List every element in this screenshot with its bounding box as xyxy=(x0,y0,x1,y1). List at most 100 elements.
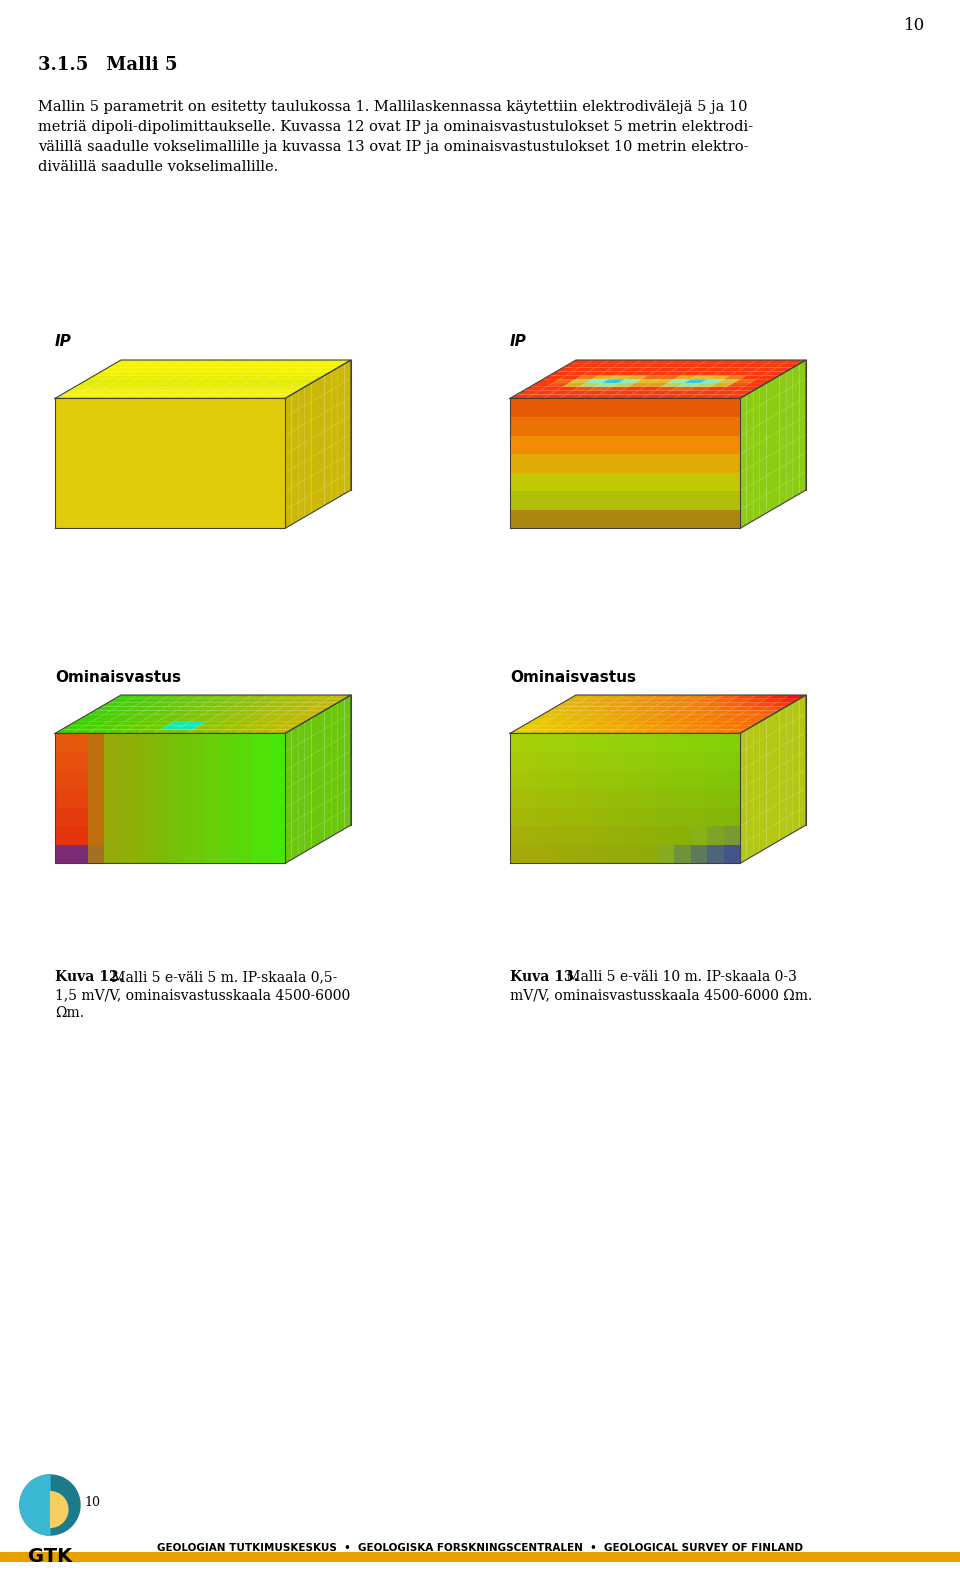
Polygon shape xyxy=(625,398,641,417)
Polygon shape xyxy=(318,450,324,472)
Polygon shape xyxy=(78,726,101,729)
Polygon shape xyxy=(322,363,345,368)
Polygon shape xyxy=(236,510,252,529)
Polygon shape xyxy=(560,729,583,733)
Polygon shape xyxy=(668,714,691,718)
Polygon shape xyxy=(786,478,793,502)
Polygon shape xyxy=(595,718,618,722)
Polygon shape xyxy=(800,434,806,456)
Polygon shape xyxy=(236,398,252,417)
Polygon shape xyxy=(246,695,269,699)
Polygon shape xyxy=(121,455,137,472)
Polygon shape xyxy=(186,510,203,529)
Polygon shape xyxy=(322,699,345,703)
Polygon shape xyxy=(328,695,351,699)
Polygon shape xyxy=(691,376,714,379)
Polygon shape xyxy=(708,845,724,864)
Polygon shape xyxy=(345,434,351,456)
Polygon shape xyxy=(690,436,708,455)
Polygon shape xyxy=(226,390,249,395)
Polygon shape xyxy=(710,384,733,387)
Polygon shape xyxy=(609,436,625,455)
Polygon shape xyxy=(510,729,533,733)
Polygon shape xyxy=(780,371,786,393)
Wedge shape xyxy=(50,1491,68,1528)
Polygon shape xyxy=(55,808,71,826)
Polygon shape xyxy=(523,722,546,726)
Polygon shape xyxy=(338,401,345,423)
Polygon shape xyxy=(675,376,698,379)
Polygon shape xyxy=(183,703,206,706)
Polygon shape xyxy=(285,469,292,491)
Polygon shape xyxy=(786,722,793,744)
Polygon shape xyxy=(674,398,690,417)
Text: mV/V, ominaisvastusskaala 4500-6000 Ωm.: mV/V, ominaisvastusskaala 4500-6000 Ωm. xyxy=(510,988,812,1003)
Polygon shape xyxy=(542,436,560,455)
Polygon shape xyxy=(661,363,684,368)
Polygon shape xyxy=(200,722,223,726)
Polygon shape xyxy=(299,406,305,428)
Polygon shape xyxy=(760,699,783,703)
Polygon shape xyxy=(641,376,664,379)
Polygon shape xyxy=(154,733,170,752)
Polygon shape xyxy=(595,363,618,368)
Polygon shape xyxy=(724,436,740,455)
Polygon shape xyxy=(576,398,592,417)
Polygon shape xyxy=(311,453,318,475)
Polygon shape xyxy=(560,417,576,436)
Polygon shape xyxy=(229,695,252,699)
Polygon shape xyxy=(239,363,262,368)
Polygon shape xyxy=(299,499,305,521)
Polygon shape xyxy=(236,417,252,436)
Polygon shape xyxy=(602,360,625,363)
Polygon shape xyxy=(203,472,219,491)
Polygon shape xyxy=(566,371,589,376)
Polygon shape xyxy=(331,404,338,428)
Polygon shape xyxy=(111,371,134,376)
Polygon shape xyxy=(55,455,71,472)
Polygon shape xyxy=(318,711,324,733)
Polygon shape xyxy=(295,714,318,718)
Polygon shape xyxy=(147,379,170,384)
Polygon shape xyxy=(595,384,618,387)
Polygon shape xyxy=(203,455,219,472)
Polygon shape xyxy=(618,379,641,384)
Polygon shape xyxy=(216,703,239,706)
Polygon shape xyxy=(91,384,114,387)
Polygon shape xyxy=(111,706,134,711)
Polygon shape xyxy=(252,752,269,771)
Polygon shape xyxy=(154,711,177,714)
Polygon shape xyxy=(690,733,708,752)
Polygon shape xyxy=(305,420,311,442)
Polygon shape xyxy=(206,718,229,722)
Polygon shape xyxy=(576,711,599,714)
Polygon shape xyxy=(160,726,183,729)
Polygon shape xyxy=(714,706,737,711)
Polygon shape xyxy=(131,695,154,699)
Polygon shape xyxy=(177,371,200,376)
Polygon shape xyxy=(170,376,193,379)
Polygon shape xyxy=(252,845,269,864)
Polygon shape xyxy=(592,398,609,417)
Polygon shape xyxy=(252,436,269,455)
Polygon shape xyxy=(88,472,105,491)
Polygon shape xyxy=(773,450,780,472)
Polygon shape xyxy=(88,491,105,510)
Polygon shape xyxy=(721,368,743,371)
Polygon shape xyxy=(170,436,186,455)
Polygon shape xyxy=(708,510,724,529)
Polygon shape xyxy=(311,807,318,829)
Polygon shape xyxy=(311,434,318,458)
Polygon shape xyxy=(773,804,780,826)
Polygon shape xyxy=(579,699,602,703)
Polygon shape xyxy=(269,771,285,790)
Polygon shape xyxy=(733,360,756,363)
Polygon shape xyxy=(625,491,641,510)
Text: 10: 10 xyxy=(84,1495,100,1508)
Polygon shape xyxy=(203,395,226,398)
Polygon shape xyxy=(285,842,292,864)
Polygon shape xyxy=(780,763,786,785)
Polygon shape xyxy=(242,390,265,395)
Polygon shape xyxy=(219,491,236,510)
Polygon shape xyxy=(252,790,269,808)
